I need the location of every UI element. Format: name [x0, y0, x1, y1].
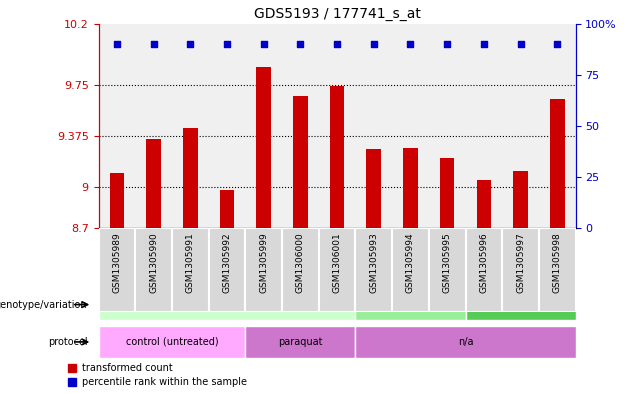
Text: GSM1305990: GSM1305990 — [149, 232, 158, 293]
Text: isp-1(qm150) mutant: isp-1(qm150) mutant — [358, 299, 462, 310]
Text: GSM1305998: GSM1305998 — [553, 232, 562, 293]
Bar — [109, 173, 124, 228]
FancyBboxPatch shape — [466, 289, 576, 320]
Bar — [146, 140, 161, 228]
Text: n/a: n/a — [458, 337, 473, 347]
Point — [222, 41, 232, 47]
FancyBboxPatch shape — [245, 228, 282, 312]
Point — [369, 41, 379, 47]
FancyBboxPatch shape — [209, 228, 245, 312]
Text: GSM1305995: GSM1305995 — [443, 232, 452, 293]
Point — [405, 41, 415, 47]
Text: GSM1305997: GSM1305997 — [516, 232, 525, 293]
Point — [515, 41, 525, 47]
Text: control (untreated): control (untreated) — [126, 337, 218, 347]
Point — [332, 41, 342, 47]
Text: GSM1305999: GSM1305999 — [259, 232, 268, 293]
FancyBboxPatch shape — [466, 228, 502, 312]
FancyBboxPatch shape — [539, 228, 576, 312]
Bar — [366, 149, 381, 228]
Point — [442, 41, 452, 47]
Text: GSM1306001: GSM1306001 — [333, 232, 342, 293]
Bar — [440, 158, 455, 228]
FancyBboxPatch shape — [319, 228, 356, 312]
Text: GSM1305991: GSM1305991 — [186, 232, 195, 293]
Bar — [550, 99, 565, 228]
FancyBboxPatch shape — [99, 289, 356, 320]
Text: wild type: wild type — [205, 299, 249, 310]
Text: GSM1305994: GSM1305994 — [406, 232, 415, 293]
Text: GSM1305993: GSM1305993 — [370, 232, 378, 293]
Point — [295, 41, 305, 47]
Bar — [256, 67, 271, 228]
FancyBboxPatch shape — [135, 228, 172, 312]
Text: nuo-6(qm200) mutant: nuo-6(qm200) mutant — [466, 299, 575, 310]
FancyBboxPatch shape — [172, 228, 209, 312]
Text: paraquat: paraquat — [278, 337, 322, 347]
Text: GSM1306000: GSM1306000 — [296, 232, 305, 293]
Text: transformed count: transformed count — [82, 364, 173, 373]
FancyBboxPatch shape — [99, 228, 135, 312]
FancyBboxPatch shape — [392, 228, 429, 312]
Point — [479, 41, 489, 47]
FancyBboxPatch shape — [99, 326, 245, 358]
Bar — [476, 180, 491, 228]
FancyBboxPatch shape — [429, 228, 466, 312]
Bar — [329, 86, 345, 228]
Text: percentile rank within the sample: percentile rank within the sample — [82, 377, 247, 387]
Bar — [219, 190, 234, 228]
FancyBboxPatch shape — [502, 228, 539, 312]
Point — [149, 41, 159, 47]
FancyBboxPatch shape — [356, 228, 392, 312]
Text: genotype/variation: genotype/variation — [0, 299, 88, 310]
Bar — [293, 96, 308, 228]
Point — [552, 41, 562, 47]
Title: GDS5193 / 177741_s_at: GDS5193 / 177741_s_at — [254, 7, 420, 21]
FancyBboxPatch shape — [282, 228, 319, 312]
Text: GSM1305989: GSM1305989 — [113, 232, 121, 293]
Point — [259, 41, 269, 47]
FancyBboxPatch shape — [356, 289, 466, 320]
Bar — [513, 171, 528, 228]
Point — [112, 41, 122, 47]
Point — [185, 41, 195, 47]
Text: protocol: protocol — [48, 337, 88, 347]
Bar — [183, 129, 198, 228]
Text: GSM1305992: GSM1305992 — [223, 232, 232, 293]
FancyBboxPatch shape — [245, 326, 356, 358]
FancyBboxPatch shape — [356, 326, 576, 358]
Text: GSM1305996: GSM1305996 — [480, 232, 488, 293]
Bar — [403, 147, 418, 228]
